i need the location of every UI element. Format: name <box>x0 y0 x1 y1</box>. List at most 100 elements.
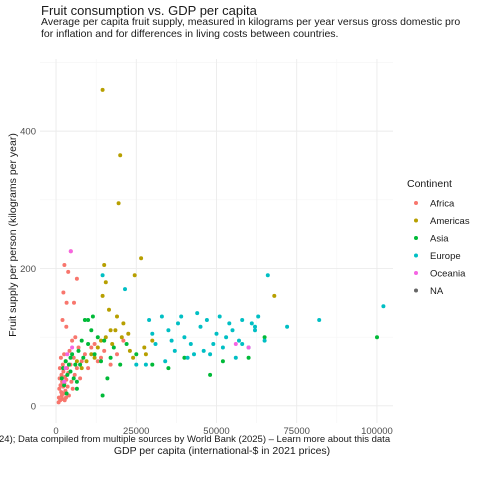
point-africa <box>61 290 66 295</box>
point-africa <box>58 355 63 360</box>
point-asia <box>99 359 103 364</box>
point-europe <box>240 318 245 322</box>
y-tick-label: 200 <box>20 264 36 275</box>
point-asia <box>63 359 68 364</box>
point-americas <box>89 352 94 357</box>
point-oceania <box>70 345 75 350</box>
point-africa <box>115 352 119 357</box>
point-asia <box>95 335 100 340</box>
point-asia <box>86 342 91 346</box>
point-americas <box>115 314 119 319</box>
chart-subtitle-line-2: for inflation and for differences in liv… <box>41 28 338 40</box>
legend-key-americas <box>414 218 418 223</box>
point-africa <box>64 300 69 305</box>
point-africa <box>61 369 66 374</box>
point-asia <box>134 352 139 357</box>
point-asia <box>92 352 97 357</box>
point-americas <box>142 345 147 350</box>
point-asia <box>64 391 69 396</box>
point-americas <box>74 359 79 364</box>
x-tick-label: 100000 <box>361 426 393 437</box>
legend-label-africa: Africa <box>430 199 455 210</box>
point-europe <box>172 348 177 353</box>
point-europe <box>123 287 127 292</box>
point-asia <box>62 383 67 388</box>
point-asia <box>124 342 129 346</box>
point-americas <box>139 256 144 261</box>
x-axis-label: GDP per capita (international-$ in 2021 … <box>114 445 330 457</box>
point-asia <box>150 362 155 367</box>
point-asia <box>68 355 73 360</box>
point-europe <box>176 321 180 326</box>
point-europe <box>153 342 158 346</box>
point-americas <box>118 153 123 158</box>
point-europe <box>381 304 386 309</box>
legend-key-asia <box>414 236 418 240</box>
point-asia <box>166 366 171 371</box>
point-americas <box>92 355 97 360</box>
point-africa <box>66 269 71 274</box>
point-europe <box>253 324 257 329</box>
point-africa <box>59 372 64 377</box>
point-asia <box>208 372 213 377</box>
point-africa <box>60 362 65 367</box>
point-africa <box>64 324 69 329</box>
point-europe <box>166 328 171 333</box>
point-asia <box>111 345 116 350</box>
point-americas <box>95 345 100 350</box>
point-asia <box>82 318 87 322</box>
point-africa <box>108 362 113 367</box>
point-africa <box>62 352 67 357</box>
point-africa <box>72 372 77 377</box>
point-asia <box>182 355 187 360</box>
point-oceania <box>63 366 68 371</box>
legend-key-africa <box>414 201 418 205</box>
point-europe <box>237 338 241 343</box>
point-africa <box>69 379 74 384</box>
legend-label-na: NA <box>430 286 444 297</box>
point-americas <box>113 328 118 333</box>
point-americas <box>119 335 124 340</box>
point-americas <box>143 352 148 357</box>
point-africa <box>78 376 83 381</box>
point-africa <box>60 318 65 322</box>
point-americas <box>272 293 277 298</box>
point-europe <box>182 335 187 340</box>
point-europe <box>249 321 254 326</box>
point-asia <box>73 362 78 367</box>
point-asia <box>262 335 267 340</box>
point-americas <box>107 307 111 312</box>
point-africa <box>92 342 97 346</box>
point-asia <box>89 328 94 333</box>
point-asia <box>74 386 79 391</box>
legend-title: Continent <box>407 178 452 190</box>
point-americas <box>131 355 136 360</box>
scatter-points <box>56 87 386 405</box>
chart-title: Fruit consumption vs. GDP per capita <box>41 3 258 18</box>
legend-key-europe <box>414 253 418 258</box>
legend-label-asia: Asia <box>430 234 449 245</box>
point-asia <box>68 369 73 374</box>
point-africa <box>67 348 72 353</box>
point-europe <box>201 348 206 353</box>
point-europe <box>192 352 196 357</box>
point-europe <box>159 314 164 319</box>
point-europe <box>240 342 245 346</box>
point-europe <box>253 328 257 333</box>
point-americas <box>121 321 126 326</box>
point-asia <box>76 348 81 353</box>
point-asia <box>81 355 86 360</box>
legend-label-europe: Europe <box>430 251 461 262</box>
point-asia <box>65 372 70 377</box>
point-africa <box>82 352 87 357</box>
point-africa <box>89 345 94 350</box>
point-asia <box>70 352 75 357</box>
legend: Continent Africa Americas Asia Europe Oceani… <box>407 178 470 297</box>
point-asia <box>220 359 225 364</box>
point-americas <box>116 201 121 206</box>
point-europe <box>179 314 184 319</box>
point-africa <box>62 263 67 267</box>
point-africa <box>76 345 81 350</box>
point-americas <box>100 87 105 92</box>
